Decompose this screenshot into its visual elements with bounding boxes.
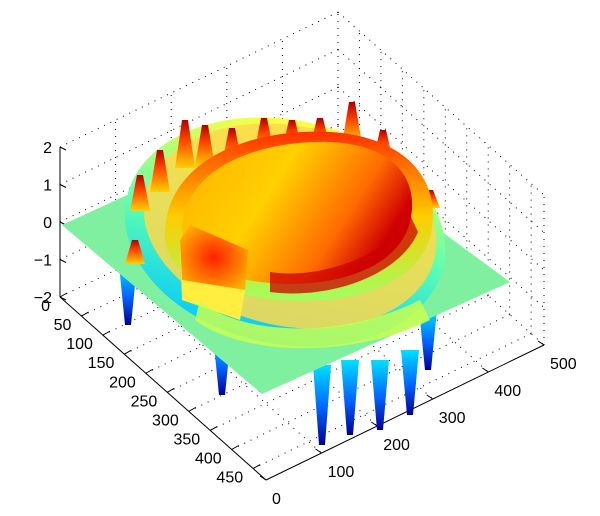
- y-tick-label: 50: [54, 317, 72, 334]
- surface-spike-up: [125, 240, 145, 264]
- y-tick-mark: [188, 406, 196, 412]
- surface-spike-up: [175, 120, 195, 168]
- y-tick-mark: [209, 426, 218, 431]
- surface-spike-down: [341, 360, 359, 435]
- surface-spike-up: [130, 175, 150, 211]
- surface-left-block-side: [180, 240, 245, 320]
- y-tick-mark: [167, 387, 175, 393]
- y-tick-label: 350: [174, 431, 201, 448]
- z-tick-mark: [59, 296, 67, 301]
- surface-spike-up: [342, 102, 362, 144]
- surface-spike-down: [401, 350, 419, 415]
- y-tick-mark: [124, 349, 132, 355]
- surface-front-bulge: [195, 300, 430, 349]
- grid-line: [252, 333, 532, 470]
- z-tick-label: 0: [43, 215, 52, 232]
- y-tick-label: 450: [216, 470, 243, 487]
- y-tick-label: 0: [41, 298, 50, 315]
- z-tick-label: −1: [34, 253, 52, 270]
- z-tick-mark: [59, 259, 67, 263]
- x-tick-mark: [259, 475, 267, 481]
- y-tick-mark: [102, 330, 111, 336]
- y-tick-mark: [81, 311, 89, 317]
- x-axis-line: [265, 344, 545, 481]
- y-tick-label: 100: [66, 336, 93, 353]
- x-tick-mark: [315, 448, 322, 454]
- y-tick-mark: [59, 292, 68, 298]
- grid-line: [231, 314, 510, 450]
- grid-line: [59, 11, 339, 148]
- x-tick-mark: [426, 394, 434, 400]
- tick-labels: 210−1−2050100150200250300350400450010020…: [34, 140, 577, 508]
- surface-spike-down: [371, 360, 389, 430]
- x-tick-label: 300: [439, 410, 466, 427]
- axes: [59, 146, 545, 481]
- surface-bowl-inner-edge: [270, 215, 418, 294]
- x-tick-label: 400: [494, 383, 521, 400]
- y-tick-label: 400: [195, 451, 222, 468]
- x-tick-mark: [482, 367, 489, 373]
- surface-spike-down: [419, 310, 437, 370]
- z-tick-label: 1: [43, 178, 52, 195]
- x-tick-label: 200: [383, 437, 410, 454]
- y-tick-mark: [145, 368, 154, 374]
- surface-spike-up: [150, 150, 170, 192]
- grid-line: [59, 49, 339, 185]
- surface-spike-up: [195, 125, 215, 167]
- y-tick-mark: [252, 464, 261, 469]
- y-tick-label: 200: [109, 374, 136, 391]
- x-tick-mark: [370, 421, 378, 427]
- x-tick-label: 100: [328, 464, 355, 481]
- y-tick-mark: [231, 445, 239, 450]
- surface-spike-down: [313, 365, 331, 445]
- z-tick-label: −2: [34, 290, 52, 307]
- z-tick-mark: [59, 184, 67, 188]
- y-tick-label: 150: [88, 355, 115, 372]
- y-tick-label: 300: [152, 412, 179, 429]
- z-tick-label: 2: [43, 140, 52, 157]
- x-tick-label: 0: [272, 491, 281, 508]
- x-tick-label: 500: [550, 356, 577, 373]
- surface: [62, 102, 510, 445]
- x-tick-mark: [537, 340, 545, 346]
- surface-left-block: [180, 225, 248, 290]
- y-tick-label: 250: [131, 393, 158, 410]
- z-tick-mark: [59, 146, 67, 151]
